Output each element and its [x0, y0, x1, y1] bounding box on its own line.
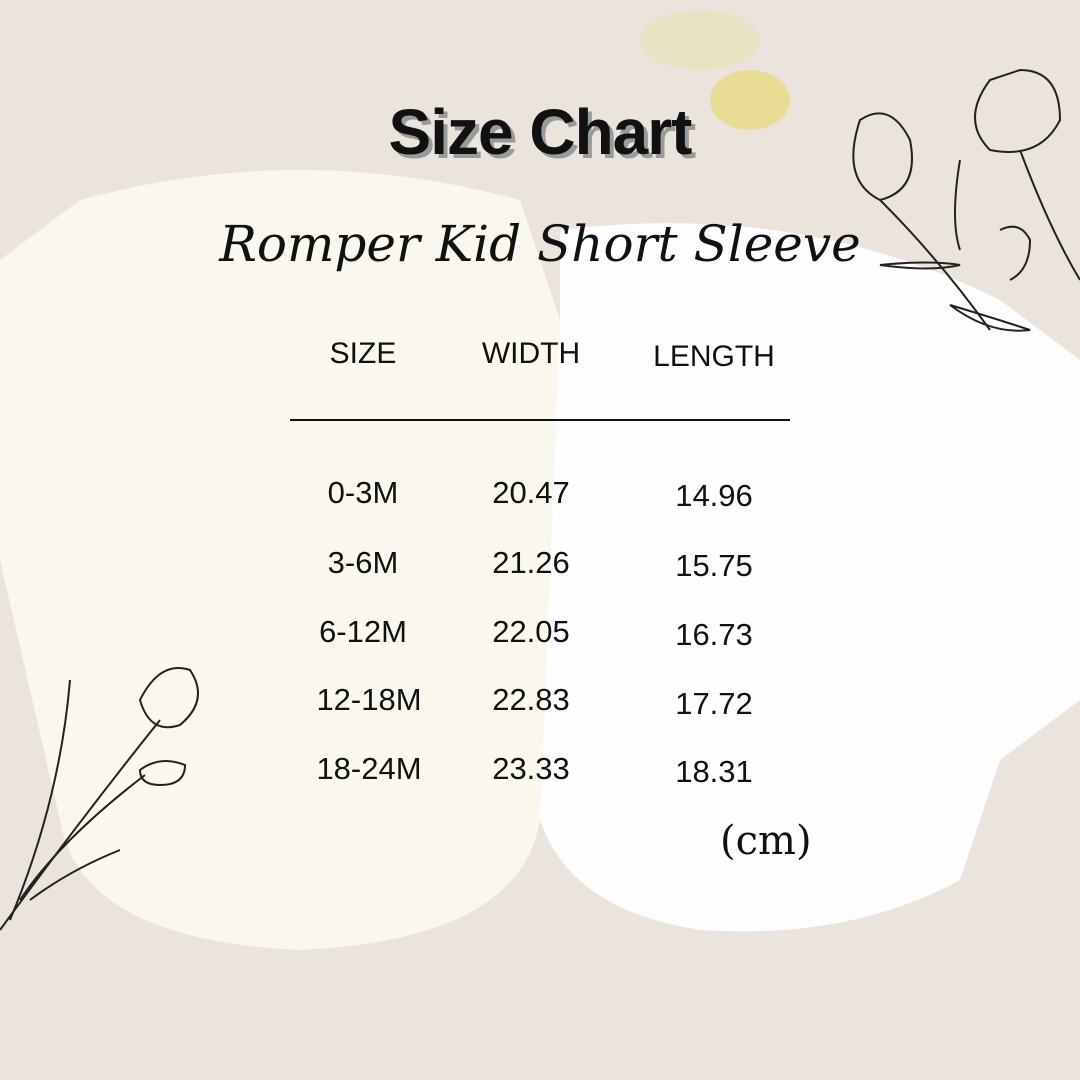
header-length: LENGTH [653, 340, 775, 373]
product-subtitle: Romper Kid Short Sleeve [219, 215, 861, 273]
size-cell: 3-6M [327, 545, 399, 580]
width-cell: 21.26 [492, 545, 570, 580]
header-divider [290, 419, 790, 421]
length-cell: 17.72 [675, 686, 753, 721]
size-cell: 12-18M [316, 682, 422, 717]
flower-top-decoration [640, 10, 1080, 332]
romper-right [540, 223, 1080, 932]
size-cell: 18-24M [316, 751, 422, 786]
size-cell: 0-3M [327, 475, 399, 510]
header-width: WIDTH [481, 337, 581, 370]
unit-label: (cm) [720, 818, 812, 864]
size-cell: 6-12M [319, 614, 407, 649]
page-title: Size Chart [388, 96, 693, 168]
header-size: SIZE [329, 337, 397, 370]
length-cell: 18.31 [675, 754, 753, 789]
romper-left [0, 170, 560, 950]
width-cell: 20.47 [492, 475, 570, 510]
width-cell: 22.05 [492, 614, 570, 649]
length-cell: 14.96 [675, 478, 753, 513]
width-cell: 23.33 [492, 751, 570, 786]
length-cell: 16.73 [675, 617, 753, 652]
length-cell: 15.75 [675, 548, 753, 583]
width-cell: 22.83 [492, 682, 570, 717]
tulip-bottom-left-decoration [0, 667, 199, 931]
